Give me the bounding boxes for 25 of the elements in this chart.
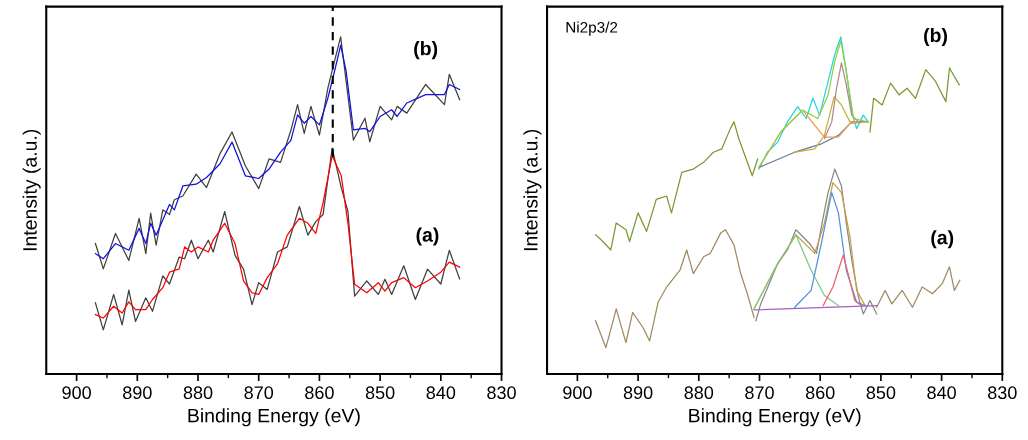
x-tick-label: 850 xyxy=(866,386,896,400)
series-label: (a) xyxy=(931,230,954,249)
x-tick-label: 830 xyxy=(487,386,516,400)
x-tick-label: 840 xyxy=(426,386,456,400)
x-tick-label: 900 xyxy=(62,386,91,400)
x-tick-label: 860 xyxy=(305,386,334,400)
x-tick-label: 870 xyxy=(244,386,274,400)
y-axis-title: Intensity (a.u.) xyxy=(523,129,542,251)
x-tick-label: 880 xyxy=(684,386,714,400)
x-tick-label: 840 xyxy=(927,386,956,400)
x-tick-label: 850 xyxy=(365,386,395,400)
series-label: (b) xyxy=(924,27,947,47)
text: Ni2p3/2 xyxy=(566,21,618,36)
y-axis-title: Intensity (a.u.) xyxy=(22,129,41,251)
x-tick-label: 890 xyxy=(623,386,653,400)
x-axis-title: Binding Energy (eV) xyxy=(689,408,861,427)
series-label: (a) xyxy=(416,227,439,246)
x-tick-label: 870 xyxy=(745,386,774,400)
x-tick-label: 900 xyxy=(563,386,592,400)
x-tick-label: 830 xyxy=(988,386,1017,400)
x-axis-title: Binding Energy (eV) xyxy=(188,408,360,427)
series-label: (b) xyxy=(414,41,438,60)
x-tick-label: 880 xyxy=(183,386,213,400)
x-tick-label: 890 xyxy=(123,386,152,400)
x-tick-label: 860 xyxy=(805,386,835,400)
